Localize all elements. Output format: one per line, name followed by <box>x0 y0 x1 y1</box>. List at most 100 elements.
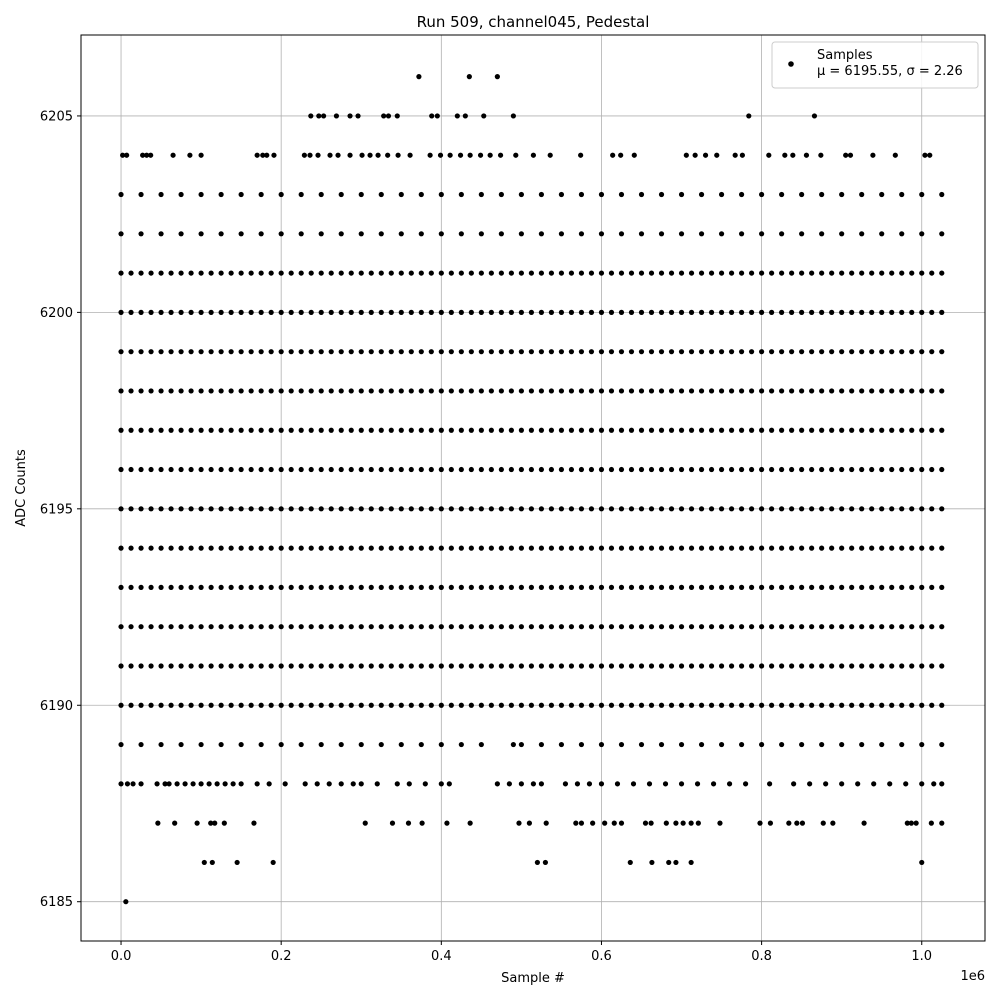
point <box>608 466 615 473</box>
point <box>628 349 635 355</box>
point <box>879 349 885 355</box>
point <box>168 349 174 355</box>
point <box>347 113 353 119</box>
point <box>388 506 394 512</box>
point <box>631 152 637 158</box>
point <box>638 741 645 748</box>
point <box>138 231 144 237</box>
point <box>418 270 424 276</box>
point <box>879 466 885 473</box>
point <box>218 663 224 669</box>
point <box>348 663 354 669</box>
point <box>188 349 194 355</box>
point <box>829 506 835 512</box>
point <box>315 152 321 158</box>
point <box>638 231 645 237</box>
point <box>879 388 885 394</box>
point <box>899 466 905 473</box>
point <box>308 624 314 630</box>
point <box>148 388 154 394</box>
point <box>316 113 322 119</box>
point <box>919 466 925 473</box>
point <box>268 388 274 394</box>
point <box>467 820 473 826</box>
point <box>208 427 214 433</box>
point <box>358 781 364 787</box>
point <box>429 113 435 119</box>
point <box>268 427 274 433</box>
point <box>258 466 264 473</box>
point <box>268 624 274 630</box>
point <box>328 349 334 355</box>
point <box>909 663 915 669</box>
point <box>748 702 755 708</box>
point <box>328 545 334 551</box>
point <box>879 663 885 669</box>
point <box>718 663 725 669</box>
point <box>488 702 494 708</box>
point <box>799 820 806 826</box>
point <box>118 270 124 276</box>
point <box>118 388 124 394</box>
point <box>458 624 464 630</box>
point <box>248 388 254 394</box>
point <box>663 820 669 826</box>
point <box>618 506 625 512</box>
point <box>869 584 875 591</box>
point <box>779 545 785 551</box>
point <box>759 427 765 433</box>
point <box>118 624 124 630</box>
point <box>769 388 775 394</box>
point <box>598 545 605 551</box>
point <box>128 624 134 630</box>
point <box>327 152 333 158</box>
point <box>608 506 615 512</box>
point <box>378 309 384 315</box>
point <box>678 349 685 355</box>
point <box>779 663 785 669</box>
point <box>919 231 925 237</box>
point <box>646 781 653 787</box>
point <box>398 741 404 748</box>
point <box>308 506 314 512</box>
point <box>766 152 772 158</box>
point <box>338 388 344 394</box>
point <box>929 349 935 355</box>
point <box>178 506 184 512</box>
point <box>759 584 765 591</box>
point <box>578 270 585 276</box>
point <box>388 309 394 315</box>
point <box>138 349 144 355</box>
point <box>869 506 875 512</box>
point <box>398 702 404 708</box>
point <box>478 388 484 394</box>
point <box>288 388 294 394</box>
point <box>398 545 404 551</box>
point <box>588 309 595 315</box>
point <box>598 506 605 512</box>
point <box>538 309 545 315</box>
point <box>418 466 424 473</box>
point <box>598 702 605 708</box>
point <box>728 270 735 276</box>
point <box>739 152 745 158</box>
point <box>118 702 124 708</box>
point <box>688 859 694 866</box>
point <box>368 309 374 315</box>
point <box>919 388 925 394</box>
point <box>558 584 565 591</box>
point <box>547 152 553 158</box>
point <box>358 624 364 630</box>
point <box>248 584 254 591</box>
point <box>444 820 450 826</box>
x-tick-label: 0.6 <box>591 949 612 964</box>
point <box>929 388 935 394</box>
point <box>849 584 855 591</box>
point <box>338 663 344 669</box>
point <box>368 270 374 276</box>
point <box>558 545 565 551</box>
point <box>468 624 474 630</box>
point <box>799 663 805 669</box>
point <box>598 466 605 473</box>
point <box>809 506 815 512</box>
